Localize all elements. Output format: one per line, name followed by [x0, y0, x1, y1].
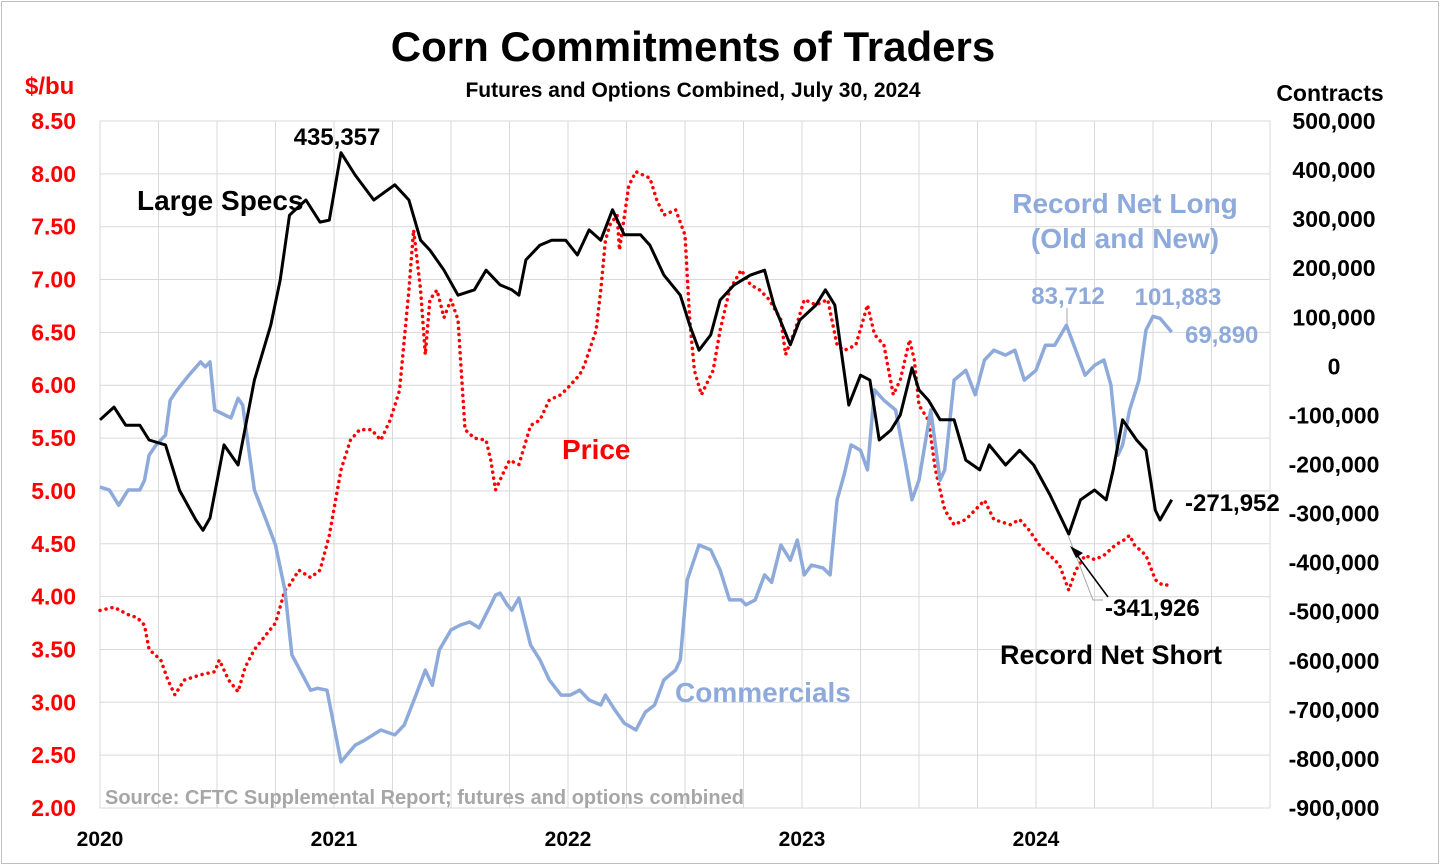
right-tick-label: -400,000	[1289, 550, 1380, 576]
left-axis-ticks: 8.50 8.00 7.50 7.00 6.50 6.00 5.50 5.00 4.50 4.00…	[31, 108, 76, 821]
right-tick-label: 0	[1328, 353, 1341, 379]
right-tick-label: -100,000	[1289, 402, 1380, 428]
left-tick-label: 8.50	[31, 108, 76, 134]
left-tick-label: 5.00	[31, 478, 76, 504]
price-label: Price	[562, 434, 631, 465]
left-tick-label: 7.00	[31, 267, 76, 293]
right-axis-label: Contracts	[1276, 80, 1383, 106]
record-long-label-line2: (Old and New)	[1031, 223, 1219, 254]
right-axis-ticks: 500,000 400,000 300,000 200,000 100,000 0 -100…	[1289, 108, 1380, 821]
left-tick-label: 3.50	[31, 636, 76, 662]
right-tick-label: -300,000	[1289, 501, 1380, 527]
right-tick-label: 200,000	[1292, 255, 1375, 281]
x-tick-label: 2021	[311, 828, 358, 851]
left-tick-label: 7.50	[31, 214, 76, 240]
record-short-value-label: -341,926	[1105, 595, 1200, 622]
series-layer	[98, 151, 1174, 764]
record-short-arrow	[1073, 550, 1109, 598]
commercials-peak-old-label: 83,712	[1031, 283, 1104, 310]
right-tick-label: 100,000	[1292, 304, 1375, 330]
x-tick-label: 2022	[545, 828, 592, 851]
right-tick-label: -700,000	[1289, 697, 1380, 723]
right-tick-label: -900,000	[1289, 795, 1380, 821]
right-tick-label: -200,000	[1289, 452, 1380, 478]
large-specs-label: Large Specs	[137, 185, 304, 216]
record-short-label: Record Net Short	[1000, 640, 1222, 670]
left-tick-label: 3.00	[31, 689, 76, 715]
source-note: Source: CFTC Supplemental Report; future…	[105, 787, 744, 809]
x-tick-label: 2023	[779, 828, 826, 851]
right-tick-label: 400,000	[1292, 157, 1375, 183]
peak-specs-label: 435,357	[294, 124, 381, 151]
large-specs-series-line	[98, 151, 1173, 536]
right-tick-label: 300,000	[1292, 206, 1375, 232]
left-tick-label: 6.50	[31, 319, 76, 345]
x-tick-label: 2024	[1013, 828, 1060, 851]
chart-subtitle: Futures and Options Combined, July 30, 2…	[465, 79, 920, 102]
right-tick-label: 500,000	[1292, 108, 1375, 134]
left-tick-label: 8.00	[31, 161, 76, 187]
left-axis-label: $/bu	[25, 73, 74, 100]
left-tick-label: 5.50	[31, 425, 76, 451]
commercials-series-line	[99, 314, 1174, 764]
arrow-head-icon	[1070, 546, 1083, 558]
specs-latest-label: -271,952	[1185, 490, 1280, 517]
left-tick-label: 2.00	[31, 795, 76, 821]
chart-title: Corn Commitments of Traders	[391, 23, 995, 70]
commercials-label: Commercials	[675, 677, 851, 708]
right-tick-label: -800,000	[1289, 746, 1380, 772]
left-tick-label: 4.50	[31, 531, 76, 557]
x-tick-label: 2020	[77, 828, 124, 851]
left-tick-label: 4.00	[31, 584, 76, 610]
right-tick-label: -600,000	[1289, 648, 1380, 674]
commercials-latest-label: 69,890	[1185, 322, 1258, 349]
left-tick-label: 2.50	[31, 742, 76, 768]
plot-area-border	[99, 120, 1271, 809]
right-tick-label: -500,000	[1289, 599, 1380, 625]
commercials-peak-new-label: 101,883	[1135, 284, 1222, 311]
record-long-label-line1: Record Net Long	[1012, 188, 1238, 219]
price-series-line	[98, 169, 1174, 697]
left-tick-label: 6.00	[31, 372, 76, 398]
x-axis-ticks: 2020 2021 2022 2023 2024	[77, 828, 1060, 851]
